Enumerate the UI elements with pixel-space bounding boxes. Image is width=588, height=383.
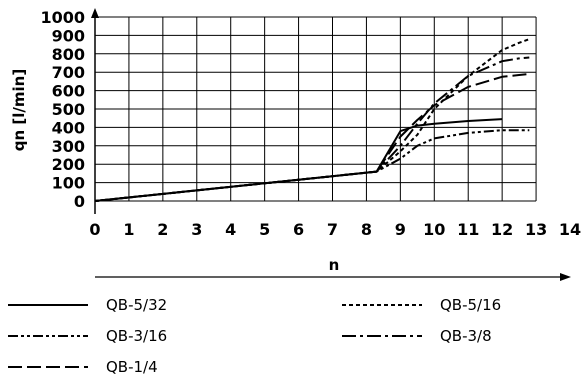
x-tick-label-9: 9: [395, 220, 406, 239]
x-axis-arrowhead: [560, 273, 571, 281]
x-tick-label-11: 11: [457, 220, 479, 239]
series-lines: [94, 38, 530, 202]
x-tick-label-7: 7: [327, 220, 338, 239]
series-line-qb-5-16: [94, 38, 530, 202]
legend-swatch-4: [8, 366, 88, 368]
y-tick-label-3: 300: [52, 137, 85, 156]
x-tick-label-8: 8: [361, 220, 372, 239]
legend-label-1: QB-5/16: [440, 296, 502, 314]
legend-item-2: QB-3/16: [8, 324, 167, 348]
x-tick-label-10: 10: [423, 220, 445, 239]
y-tick-label-1: 100: [52, 174, 85, 193]
y-tick-label-10: 1000: [40, 8, 85, 27]
y-tick-label-8: 800: [52, 45, 85, 64]
legend-item-4: QB-1/4: [8, 355, 158, 379]
legend-item-3: QB-3/8: [342, 324, 492, 348]
x-tick-label-5: 5: [259, 220, 270, 239]
y-axis-arrow: [91, 8, 99, 18]
x-axis-label: n: [329, 256, 340, 274]
y-tick-label-6: 600: [52, 82, 85, 101]
y-tick-label-0: 0: [74, 192, 85, 211]
legend-label-3: QB-3/8: [440, 327, 492, 345]
y-tick-label-9: 900: [52, 26, 85, 45]
axes: [91, 8, 571, 281]
x-tick-label-13: 13: [525, 220, 547, 239]
x-tick-label-2: 2: [157, 220, 168, 239]
legend-item-1: QB-5/16: [342, 293, 501, 317]
x-tick-label-14: 14: [559, 220, 581, 239]
legend-item-0: QB-5/32: [8, 293, 167, 317]
x-tick-label-6: 6: [293, 220, 304, 239]
legend-swatch-0: [8, 304, 88, 306]
legend: QB-5/32 QB-5/16 QB-3/16 QB-3/8 QB-1/4: [0, 288, 588, 383]
legend-label-4: QB-1/4: [106, 358, 158, 376]
x-tick-label-1: 1: [123, 220, 134, 239]
y-tick-label-7: 700: [52, 63, 85, 82]
y-axis-label: qn [l/min]: [10, 69, 28, 151]
series-line-qb-3-8: [94, 56, 530, 202]
x-tick-labels: 0 1 2 3 4 5 6 7 8 9 10 11 12 13 14: [89, 220, 581, 239]
y-tick-label-2: 200: [52, 155, 85, 174]
legend-swatch-1: [342, 304, 422, 306]
x-tick-label-4: 4: [225, 220, 236, 239]
legend-swatch-2: [8, 335, 88, 337]
series-line-qb-3-16: [94, 129, 530, 202]
series-line-qb-1-4: [94, 73, 530, 202]
y-tick-label-4: 400: [52, 118, 85, 137]
y-tick-label-5: 500: [52, 100, 85, 119]
legend-label-2: QB-3/16: [106, 327, 168, 345]
x-tick-label-0: 0: [89, 220, 100, 239]
x-tick-label-12: 12: [491, 220, 513, 239]
legend-swatch-3: [342, 335, 422, 337]
grid: [94, 16, 537, 202]
x-tick-label-3: 3: [191, 220, 202, 239]
legend-label-0: QB-5/32: [106, 296, 168, 314]
